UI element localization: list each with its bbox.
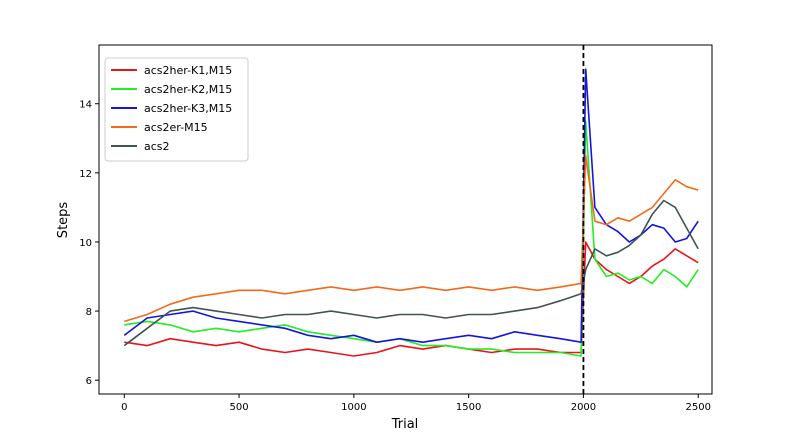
y-tick-label: 12	[79, 169, 92, 180]
series-line-4	[124, 154, 699, 323]
legend-label: acs2	[144, 140, 170, 153]
x-axis: 0 500 1000 1500 2000 2500	[121, 394, 711, 413]
series-line-5	[123, 199, 699, 347]
y-tick-label: 8	[86, 307, 92, 318]
y-axis: 6 8 10 12 14	[79, 100, 99, 387]
y-tick-label: 6	[86, 376, 92, 387]
series-line-2	[124, 120, 699, 357]
legend: acs2her-K1,M15 acs2her-K2,M15 acs2her-K3,M…	[104, 57, 249, 162]
x-axis-label: Trial	[391, 417, 419, 432]
x-tick-label: 2500	[685, 402, 710, 413]
y-tick-label: 14	[79, 100, 92, 111]
legend-label: acs2her-K2,M15	[144, 83, 232, 96]
x-tick-label: 1500	[456, 402, 481, 413]
y-tick-label: 10	[79, 238, 92, 249]
series-layer	[123, 68, 699, 357]
x-tick-label: 1000	[341, 402, 366, 413]
x-tick-label: 500	[230, 402, 249, 413]
plot-frame	[98, 44, 713, 395]
y-axis-label: Steps	[56, 202, 71, 239]
legend-label: acs2her-K1,M15	[144, 64, 232, 77]
x-tick-label: 2000	[571, 402, 596, 413]
legend-box	[104, 57, 249, 162]
legend-label: acs2er-M15	[144, 121, 208, 134]
legend-label: acs2her-K3,M15	[144, 102, 232, 115]
x-tick-label: 0	[121, 402, 127, 413]
